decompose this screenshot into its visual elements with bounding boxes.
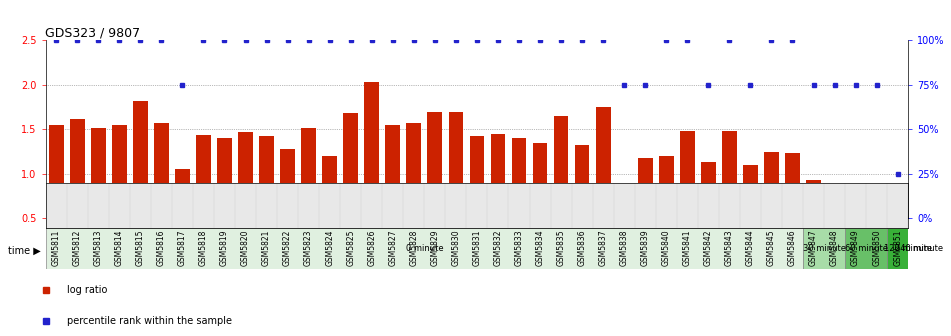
Text: 30 minute: 30 minute (803, 244, 845, 253)
Bar (764, 152, 779, 218)
Bar (69, 119, 85, 218)
Bar (154, 123, 168, 218)
Bar (175, 169, 190, 218)
Bar (827, 192, 842, 218)
Bar (406, 123, 421, 218)
Bar (845, 228, 887, 269)
Bar (617, 184, 631, 218)
Bar (364, 82, 379, 218)
Text: time ▶: time ▶ (9, 245, 41, 255)
Bar (301, 128, 316, 218)
Bar (512, 138, 526, 218)
Text: 60 minute: 60 minute (844, 244, 887, 253)
Bar (217, 138, 232, 218)
Bar (887, 228, 929, 269)
Bar (491, 134, 505, 218)
Bar (803, 228, 845, 269)
Bar (680, 131, 694, 218)
Bar (722, 131, 737, 218)
Bar (133, 101, 147, 218)
Bar (638, 158, 652, 218)
Text: 120 minute: 120 minute (884, 244, 932, 253)
Text: GDS323 / 9807: GDS323 / 9807 (45, 26, 140, 39)
Text: log ratio: log ratio (68, 285, 107, 295)
Bar (659, 156, 673, 218)
Bar (385, 125, 400, 218)
Bar (112, 125, 126, 218)
Bar (260, 136, 274, 218)
Text: 0 minute: 0 minute (405, 244, 443, 253)
Text: percentile rank within the sample: percentile rank within the sample (68, 316, 232, 326)
Bar (196, 135, 211, 218)
Bar (574, 145, 590, 218)
Bar (890, 217, 905, 218)
Bar (806, 180, 821, 218)
Bar (908, 228, 929, 269)
Bar (553, 116, 569, 218)
Bar (46, 228, 803, 269)
Bar (91, 128, 106, 218)
Bar (743, 165, 758, 218)
Bar (428, 112, 442, 218)
Bar (869, 205, 884, 218)
Bar (281, 149, 295, 218)
Bar (49, 125, 64, 218)
Bar (449, 112, 463, 218)
Bar (786, 154, 800, 218)
Bar (238, 132, 253, 218)
Bar (595, 107, 611, 218)
Bar (343, 113, 359, 218)
Bar (701, 162, 716, 218)
Bar (848, 194, 863, 218)
Bar (533, 143, 548, 218)
Bar (470, 136, 484, 218)
Text: 240 minute: 240 minute (895, 244, 942, 253)
Bar (322, 156, 337, 218)
